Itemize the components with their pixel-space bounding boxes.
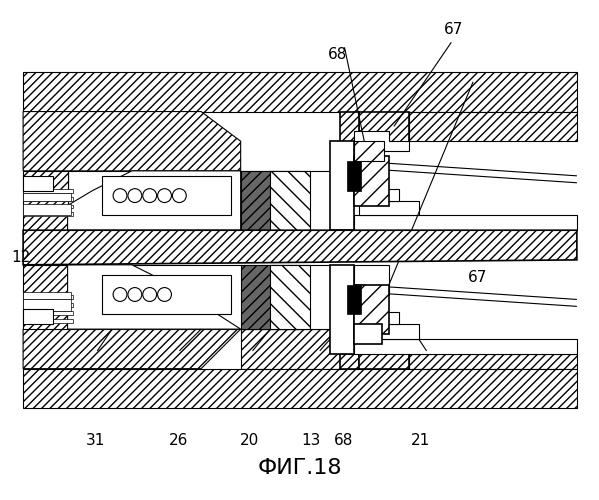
Polygon shape [409, 112, 577, 141]
Polygon shape [355, 265, 389, 294]
Polygon shape [359, 112, 409, 151]
Bar [102, 176, 231, 216]
Bar [23, 304, 72, 308]
Polygon shape [68, 171, 340, 230]
Polygon shape [359, 312, 399, 324]
Polygon shape [241, 265, 300, 329]
Text: ФИГ.18: ФИГ.18 [257, 458, 342, 477]
Polygon shape [359, 324, 419, 339]
Text: 21: 21 [412, 433, 431, 448]
Polygon shape [359, 200, 419, 216]
Polygon shape [409, 354, 577, 368]
Bar [355, 141, 384, 161]
Text: 26: 26 [168, 433, 187, 448]
Bar [355, 324, 382, 344]
Polygon shape [23, 112, 241, 171]
Polygon shape [355, 339, 577, 354]
Polygon shape [23, 171, 68, 230]
Bar [23, 312, 72, 316]
Text: 68: 68 [328, 47, 347, 62]
Polygon shape [68, 265, 340, 329]
Bar [23, 292, 71, 300]
Bar [23, 188, 72, 192]
Bar [23, 310, 53, 324]
Bar [23, 212, 72, 216]
Polygon shape [355, 132, 409, 151]
Bar [329, 265, 355, 354]
Text: 13: 13 [302, 433, 321, 448]
Polygon shape [241, 329, 340, 368]
Bar [329, 141, 355, 230]
Polygon shape [355, 216, 577, 230]
Polygon shape [270, 171, 310, 230]
Bar [102, 274, 231, 314]
Text: 31: 31 [86, 433, 105, 448]
Polygon shape [359, 354, 409, 368]
Text: 67: 67 [467, 270, 487, 284]
Bar [355, 156, 389, 206]
Bar [23, 192, 71, 200]
Bar [347, 161, 361, 190]
Text: 67: 67 [444, 22, 463, 38]
Polygon shape [23, 368, 577, 408]
Polygon shape [241, 171, 300, 230]
Polygon shape [340, 354, 359, 368]
Bar [23, 300, 71, 312]
Polygon shape [68, 265, 241, 329]
Text: 68: 68 [334, 433, 353, 448]
Bar [23, 296, 72, 300]
Text: 12: 12 [11, 250, 31, 265]
Bar [23, 204, 71, 216]
Polygon shape [23, 265, 68, 329]
Polygon shape [68, 171, 241, 230]
Polygon shape [23, 72, 577, 112]
Polygon shape [359, 188, 399, 200]
Bar [23, 204, 72, 208]
Bar [347, 284, 361, 314]
Polygon shape [340, 112, 359, 161]
Text: 20: 20 [240, 433, 259, 448]
Bar [23, 176, 53, 190]
Bar [23, 196, 72, 200]
Bar [23, 319, 72, 323]
Polygon shape [23, 230, 577, 265]
Polygon shape [23, 329, 241, 368]
Bar [355, 284, 389, 334]
Polygon shape [270, 265, 310, 329]
